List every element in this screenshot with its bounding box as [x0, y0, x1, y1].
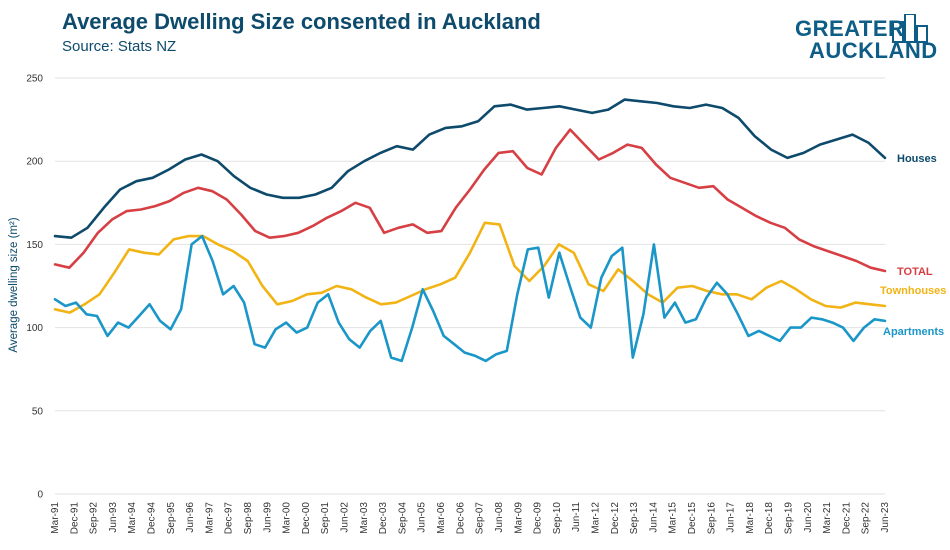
- x-tick-label: Sep-07: [475, 502, 486, 535]
- x-tick-label: Jun-02: [340, 502, 351, 533]
- y-tick-label: 200: [26, 157, 43, 168]
- x-tick-label: Dec-18: [764, 502, 775, 535]
- x-tick-label: Sep-92: [89, 502, 100, 535]
- series-line-apartments: [53, 234, 887, 363]
- x-tick-label: Jun-17: [726, 502, 737, 533]
- x-tick-label: Mar-18: [745, 502, 756, 534]
- x-tick-label: Mar-94: [127, 502, 138, 534]
- y-tick-label: 250: [26, 74, 43, 85]
- x-tick-label: Dec-09: [533, 502, 544, 535]
- building-icon: [892, 14, 928, 43]
- y-tick-label: 0: [37, 490, 43, 501]
- x-tick-label: Sep-98: [243, 502, 254, 535]
- series-lines: [53, 98, 887, 363]
- x-tick-label: Mar-91: [50, 502, 61, 534]
- x-tick-label: Mar-21: [822, 502, 833, 534]
- x-tick-label: Sep-01: [320, 502, 331, 535]
- x-tick-label: Dec-21: [841, 502, 852, 535]
- x-tick-label: Jun-99: [262, 502, 273, 533]
- x-tick-label: Jun-11: [571, 502, 582, 532]
- y-tick-label: 50: [32, 406, 44, 417]
- y-tick-label: 100: [26, 323, 43, 334]
- y-axis-ticks: 0 50 100 150 200 250: [26, 74, 43, 501]
- x-tick-label: Mar-97: [204, 502, 215, 534]
- series-line-total: [53, 128, 887, 273]
- x-tick-label: Jun-96: [185, 502, 196, 533]
- x-tick-label: Sep-04: [397, 502, 408, 535]
- x-tick-label: Mar-03: [359, 502, 370, 534]
- series-labels: Houses TOTAL Townhouses Apartments: [880, 153, 946, 338]
- x-tick-label: Mar-00: [282, 502, 293, 534]
- series-label-townhouses: Townhouses: [880, 285, 946, 297]
- series-label-apartments: Apartments: [883, 326, 944, 338]
- chart-title: Average Dwelling Size consented in Auckl…: [62, 9, 541, 34]
- x-tick-label: Mar-06: [436, 502, 447, 534]
- x-tick-label: Mar-15: [668, 502, 679, 534]
- x-tick-label: Dec-03: [378, 502, 389, 535]
- x-tick-label: Jun-20: [803, 502, 814, 533]
- x-tick-label: Dec-06: [455, 502, 466, 535]
- x-tick-label: Sep-13: [629, 502, 640, 535]
- x-tick-label: Dec-15: [687, 502, 698, 535]
- x-tick-label: Sep-10: [552, 502, 563, 535]
- x-axis-ticks: Mar-91 Dec-91 Sep-92 Jun-93 Mar-94 Dec-94 Sep-…: [50, 502, 891, 535]
- x-tick-label: Dec-91: [69, 502, 80, 535]
- x-tick-label: Jun-05: [417, 502, 428, 533]
- x-tick-label: Dec-12: [610, 502, 621, 535]
- x-tick-label: Dec-00: [301, 502, 312, 535]
- x-tick-label: Jun-08: [494, 502, 505, 533]
- x-tick-label: Sep-19: [783, 502, 794, 535]
- x-tick-label: Jun-23: [880, 502, 891, 533]
- x-tick-label: Sep-16: [706, 502, 717, 535]
- series-line-townhouses: [53, 221, 887, 314]
- x-tick-label: Dec-97: [224, 502, 235, 535]
- x-tick-label: Jun-93: [108, 502, 119, 533]
- series-label-houses: Houses: [897, 153, 937, 165]
- y-tick-label: 150: [26, 240, 43, 251]
- greater-auckland-logo: GREATER AUCKLAND: [793, 14, 938, 64]
- x-tick-label: Mar-09: [513, 502, 524, 534]
- chart-subtitle: Source: Stats NZ: [62, 38, 177, 55]
- logo-line-2: AUCKLAND: [809, 38, 938, 63]
- series-label-total: TOTAL: [897, 266, 933, 278]
- x-tick-label: Sep-95: [166, 502, 177, 535]
- x-tick-label: Mar-12: [590, 502, 601, 534]
- x-tick-label: Jun-14: [648, 502, 659, 533]
- y-axis-label: Average dwelling size (m²): [8, 217, 20, 352]
- x-tick-label: Dec-94: [147, 502, 158, 535]
- series-line-houses: [53, 98, 887, 239]
- x-tick-label: Sep-22: [861, 502, 872, 535]
- logo-line-1: GREATER: [795, 16, 905, 41]
